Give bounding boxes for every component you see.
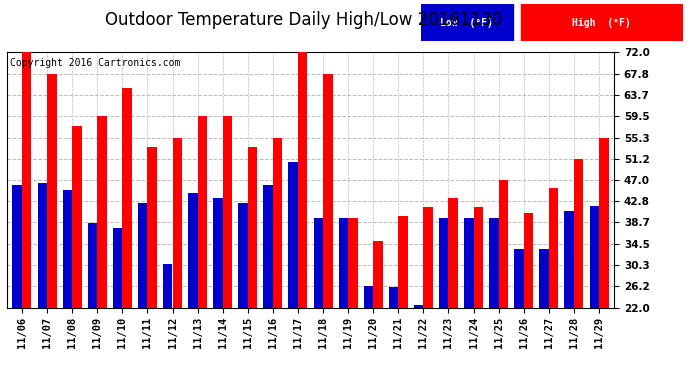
Bar <box>213 198 223 375</box>
Bar <box>112 228 122 375</box>
Bar <box>273 138 282 375</box>
Bar <box>473 207 483 375</box>
Bar <box>524 213 533 375</box>
Bar <box>348 218 357 375</box>
Bar <box>63 190 72 375</box>
Bar <box>148 147 157 375</box>
Bar <box>520 4 683 41</box>
Bar <box>323 74 333 375</box>
Bar <box>22 53 32 375</box>
Bar <box>514 249 524 375</box>
Bar <box>421 4 513 41</box>
Bar <box>464 218 473 375</box>
Bar <box>122 88 132 375</box>
Bar <box>448 198 458 375</box>
Bar <box>223 116 233 375</box>
Bar <box>288 162 298 375</box>
Bar <box>88 224 97 375</box>
Bar <box>97 116 107 375</box>
Text: Low  (°F): Low (°F) <box>440 18 493 27</box>
Bar <box>298 53 308 375</box>
Bar <box>264 185 273 375</box>
Bar <box>238 203 248 375</box>
Bar <box>424 207 433 375</box>
Bar <box>72 126 81 375</box>
Bar <box>12 185 22 375</box>
Bar <box>439 218 449 375</box>
Bar <box>373 241 383 375</box>
Bar <box>589 206 599 375</box>
Bar <box>47 74 57 375</box>
Bar <box>163 264 172 375</box>
Bar <box>388 287 398 375</box>
Bar <box>248 147 257 375</box>
Bar <box>499 180 509 375</box>
Bar <box>197 116 207 375</box>
Text: Outdoor Temperature Daily High/Low 20161130: Outdoor Temperature Daily High/Low 20161… <box>105 11 502 29</box>
Bar <box>564 211 574 375</box>
Bar <box>364 286 373 375</box>
Bar <box>37 183 47 375</box>
Bar <box>549 188 558 375</box>
Bar <box>339 218 348 375</box>
Bar <box>313 218 323 375</box>
Bar <box>138 203 148 375</box>
Bar <box>172 138 182 375</box>
Bar <box>599 138 609 375</box>
Bar <box>398 216 408 375</box>
Text: Copyright 2016 Cartronics.com: Copyright 2016 Cartronics.com <box>10 58 180 68</box>
Bar <box>414 305 424 375</box>
Bar <box>188 193 197 375</box>
Bar <box>489 218 499 375</box>
Bar <box>540 249 549 375</box>
Text: High  (°F): High (°F) <box>573 18 631 27</box>
Bar <box>574 159 584 375</box>
